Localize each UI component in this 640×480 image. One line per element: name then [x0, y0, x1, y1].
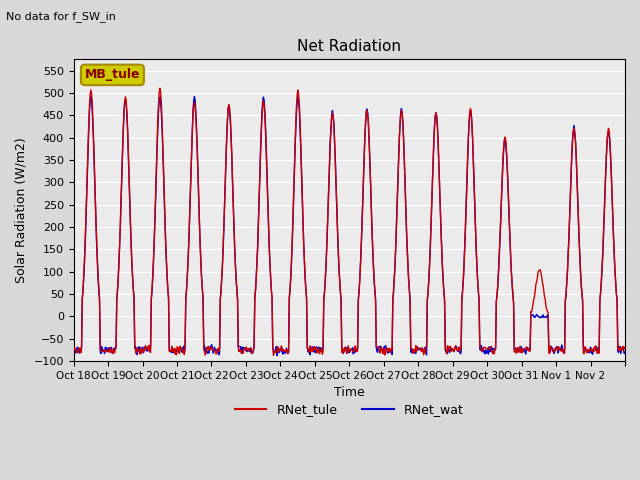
Title: Net Radiation: Net Radiation	[298, 39, 401, 54]
Y-axis label: Solar Radiation (W/m2): Solar Radiation (W/m2)	[15, 137, 28, 283]
Text: No data for f_SW_in: No data for f_SW_in	[6, 11, 116, 22]
Text: MB_tule: MB_tule	[84, 68, 140, 82]
X-axis label: Time: Time	[334, 386, 365, 399]
Legend: RNet_tule, RNet_wat: RNet_tule, RNet_wat	[230, 398, 468, 421]
